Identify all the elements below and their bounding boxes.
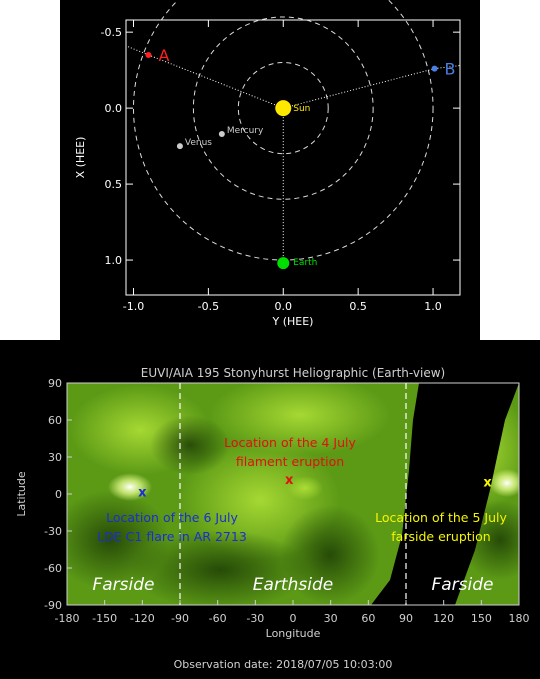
map-x-axis-label: Longitude	[266, 627, 321, 640]
orbit-x-tick-label: -1.0	[123, 300, 144, 313]
point-label-venus: Venus	[185, 138, 212, 148]
point-label-sun: Sun	[293, 104, 310, 114]
map-x-tick-label: -120	[130, 612, 155, 625]
event-marker: x	[483, 476, 492, 491]
point-b	[431, 65, 438, 72]
point-label-b: B	[445, 60, 456, 79]
map-x-tick-label: -150	[92, 612, 117, 625]
orbit-y-tick-label: 0.5	[105, 178, 123, 191]
event-annotation: Location of the 4 July	[224, 435, 356, 450]
orbit-circle	[192, 16, 374, 200]
synoptic-map: EUVI/AIA 195 Stonyhurst Heliographic (Ea…	[15, 366, 530, 671]
point-label-a: A	[158, 46, 169, 65]
sun-line-a-ext	[125, 45, 149, 56]
map-x-tick-label: -60	[209, 612, 227, 625]
map-y-tick-label: -60	[44, 562, 62, 575]
orbit-x-axis-label: Y (HEE)	[272, 315, 314, 328]
orbit-circle	[237, 62, 329, 155]
event-annotation: farside eruption	[391, 529, 490, 544]
event-marker: x	[138, 486, 147, 501]
map-x-tick-label: 30	[324, 612, 338, 625]
map-y-axis-label: Latitude	[15, 471, 28, 517]
map-x-tick-label: 120	[433, 612, 454, 625]
point-sun	[275, 100, 292, 117]
sun-line-b-ext	[434, 65, 461, 70]
region-label: Earthside	[253, 575, 333, 595]
event-annotation: filament eruption	[236, 454, 344, 469]
orbit-plot-frame	[125, 19, 461, 296]
point-venus	[176, 143, 183, 150]
orbit-x-tick-label: 0.0	[275, 300, 293, 313]
orbit-y-tick-label: 1.0	[105, 254, 123, 267]
map-y-tick-label: -90	[44, 599, 62, 612]
orbit-y-tick-label: -0.5	[101, 26, 122, 39]
sun-line-b	[283, 68, 435, 109]
map-y-tick-label: 60	[48, 414, 62, 427]
map-y-tick-label: -30	[44, 525, 62, 538]
map-x-tick-label: 0	[290, 612, 297, 625]
observation-date: Observation date: 2018/07/05 10:03:00	[174, 658, 393, 671]
synoptic-map-panel: EUVI/AIA 195 Stonyhurst Heliographic (Ea…	[0, 340, 540, 675]
map-x-tick-label: -30	[246, 612, 264, 625]
map-y-tick-label: 0	[55, 488, 62, 501]
map-x-tick-label: 180	[509, 612, 530, 625]
event-annotation: Location of the 5 July	[375, 510, 507, 525]
region-label: Farside	[431, 575, 493, 595]
orbit-x-tick-label: 1.0	[424, 300, 442, 313]
orbit-plot-panel: -1.0 -0.5 0.0 0.5 1.0 -0.5 0.0 0.5 1.0 A B Sun Merc…	[60, 0, 480, 340]
map-title: EUVI/AIA 195 Stonyhurst Heliographic (Ea…	[141, 366, 445, 380]
point-label-earth: Earth	[293, 258, 317, 268]
orbit-plot: -1.0 -0.5 0.0 0.5 1.0 -0.5 0.0 0.5 1.0 A B Sun Merc…	[74, 0, 461, 328]
event-marker: x	[285, 473, 294, 488]
orbit-x-tick-label: 0.5	[349, 300, 367, 313]
map-x-tick-label: -180	[55, 612, 80, 625]
map-y-tick-label: 90	[48, 377, 62, 390]
map-x-tick-label: 60	[361, 612, 375, 625]
orbit-y-tick-label: 0.0	[105, 102, 123, 115]
event-annotation: Location of the 6 July	[106, 510, 238, 525]
point-earth	[277, 257, 290, 270]
region-label: Farside	[92, 575, 154, 595]
point-a	[145, 51, 152, 58]
point-mercury	[218, 130, 225, 137]
map-image	[67, 383, 519, 605]
map-x-tick-label: -90	[171, 612, 189, 625]
data-gap-region	[371, 383, 519, 605]
map-y-tick-label: 30	[48, 451, 62, 464]
map-x-tick-label: 150	[471, 612, 492, 625]
event-annotation: LDE C1 flare in AR 2713	[97, 529, 247, 544]
point-label-mercury: Mercury	[227, 126, 264, 136]
sun-line-a	[148, 54, 284, 109]
orbit-y-axis-label: X (HEE)	[74, 137, 87, 179]
orbit-x-tick-label: -0.5	[198, 300, 219, 313]
map-x-tick-label: 90	[399, 612, 413, 625]
